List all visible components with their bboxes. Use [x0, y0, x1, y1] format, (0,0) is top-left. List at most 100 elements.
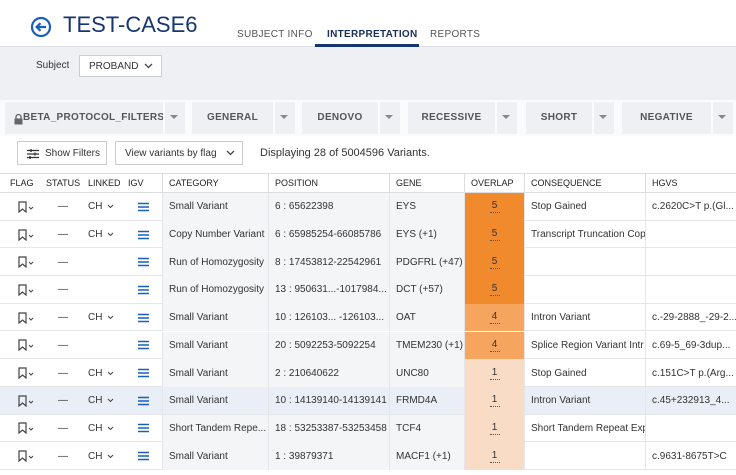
gene-text: UNC80 [396, 367, 429, 379]
linked-chevron[interactable] [107, 232, 114, 237]
igv-icon[interactable] [138, 313, 149, 323]
column-header: OVERLAP [464, 173, 524, 193]
flag-icon[interactable] [18, 450, 36, 463]
filter-arrow[interactable] [378, 102, 400, 134]
table-cell: 1 [464, 414, 524, 443]
table-cell: 10 : 14139140-14139141 [268, 386, 389, 415]
linked-chevron[interactable] [107, 204, 114, 209]
nav-tab[interactable]: SUBJECT INFO [237, 29, 313, 40]
filter-arrow[interactable] [163, 102, 185, 134]
subject-label: Subject [36, 60, 70, 71]
table-cell: TCF4 [389, 414, 464, 443]
column-header: IGV [128, 178, 144, 188]
igv-icon[interactable] [138, 285, 149, 295]
igv-icon[interactable] [138, 451, 149, 461]
table-cell: DCT (+57) [389, 276, 464, 304]
flag-icon[interactable] [18, 312, 36, 324]
table-cell: CH [82, 193, 122, 221]
linked-text: CH [88, 229, 103, 241]
table-cell: EYS (+1) [389, 220, 464, 249]
filter-tab[interactable]: GENERAL [192, 102, 295, 134]
table-cell: Short Tandem Repe... [162, 414, 268, 443]
filter-arrow[interactable] [273, 102, 295, 134]
filter-label: NEGATIVE [640, 112, 693, 123]
linked-chevron[interactable] [107, 315, 114, 320]
linked-chevron[interactable] [107, 371, 114, 376]
dropdown-arrow [599, 115, 607, 119]
linked-chevron[interactable] [107, 426, 114, 431]
table-cell: 20 : 5092253-5092254 [268, 331, 389, 360]
table-cell: Transcript Truncation Cop [524, 220, 645, 249]
back-button[interactable] [30, 16, 52, 38]
table-cell: — [40, 248, 82, 276]
status-text: — [58, 395, 68, 407]
overlap-value: 5 [491, 255, 498, 267]
igv-icon[interactable] [138, 340, 149, 350]
linked-text: CH [88, 450, 103, 462]
igv-icon[interactable] [138, 368, 149, 378]
table-cell [0, 276, 40, 304]
consequence-text: Short Tandem Repeat Expa [531, 422, 645, 434]
category-text: Run of Homozygosity [169, 284, 265, 296]
overlap-underline [489, 240, 500, 242]
hgvs-text: c.45+232913_4... [652, 395, 730, 407]
table-cell: 6 : 65622398 [268, 193, 389, 221]
table-cell: — [40, 276, 82, 304]
overlap-underline [489, 212, 500, 214]
flag-icon[interactable] [18, 284, 36, 296]
flag-icon[interactable] [18, 339, 36, 352]
table-cell: Small Variant [162, 303, 268, 332]
overlap-value: 4 [491, 311, 498, 323]
igv-icon[interactable] [138, 257, 149, 267]
hgvs-text: c.2620C>T p.(Gl... [652, 201, 734, 213]
table-cell: PDGFRL (+47) [389, 248, 464, 277]
status-text: — [58, 339, 68, 351]
nav-tab[interactable]: REPORTS [430, 29, 481, 40]
table-row[interactable] [0, 386, 736, 415]
flag-view-select[interactable]: View variants by flag [115, 141, 243, 165]
table-cell: TMEM230 (+1) [389, 331, 464, 360]
flag-icon[interactable] [18, 395, 36, 407]
filter-arrow[interactable] [711, 102, 733, 134]
gene-text: PDGFRL (+47) [396, 256, 463, 268]
table-cell [122, 442, 162, 470]
status-text: — [58, 284, 68, 296]
filter-arrow[interactable] [592, 102, 614, 134]
linked-chevron[interactable] [107, 454, 114, 459]
gene-text: EYS [396, 201, 417, 213]
column-header: HGVS [645, 173, 736, 193]
status-text: — [58, 201, 68, 213]
position-text: 10 : 126103... -126103... [275, 312, 384, 324]
status-text: — [58, 367, 68, 379]
linked-chevron[interactable] [107, 398, 114, 403]
subject-select[interactable]: PROBAND [79, 55, 162, 77]
table-cell: Copy Number Variant [162, 220, 268, 249]
table-cell: OAT [389, 303, 464, 332]
flag-icon[interactable] [18, 367, 36, 380]
filter-tab[interactable]: NEGATIVE [622, 102, 733, 134]
filter-tab[interactable]: DENOVO [302, 102, 400, 134]
flag-icon[interactable] [18, 256, 36, 269]
filter-tab[interactable]: SHORT [526, 102, 614, 134]
category-text: Small Variant [169, 339, 228, 351]
nav-tab[interactable]: INTERPRETATION [327, 29, 418, 40]
table-cell: 1 : 39879371 [268, 442, 389, 470]
filter-tab[interactable]: RECESSIVE [408, 102, 517, 134]
table-cell: Small Variant [162, 359, 268, 387]
table-cell: CH [82, 221, 122, 249]
show-filters-button[interactable]: Show Filters [17, 141, 107, 165]
igv-icon[interactable] [138, 396, 149, 406]
igv-icon[interactable] [138, 230, 149, 240]
dropdown-arrow [170, 115, 178, 119]
flag-icon[interactable] [18, 228, 36, 241]
table-cell [122, 332, 162, 360]
table-cell: Short Tandem Repeat Expa [524, 414, 645, 443]
filter-tab[interactable]: BETA_PROTOCOL_FILTERS [5, 102, 185, 134]
table-cell: Stop Gained [524, 359, 645, 387]
flag-icon[interactable] [18, 201, 36, 213]
igv-icon[interactable] [138, 202, 149, 212]
igv-icon[interactable] [138, 423, 149, 433]
filter-arrow[interactable] [495, 102, 517, 134]
flag-icon[interactable] [18, 422, 36, 435]
